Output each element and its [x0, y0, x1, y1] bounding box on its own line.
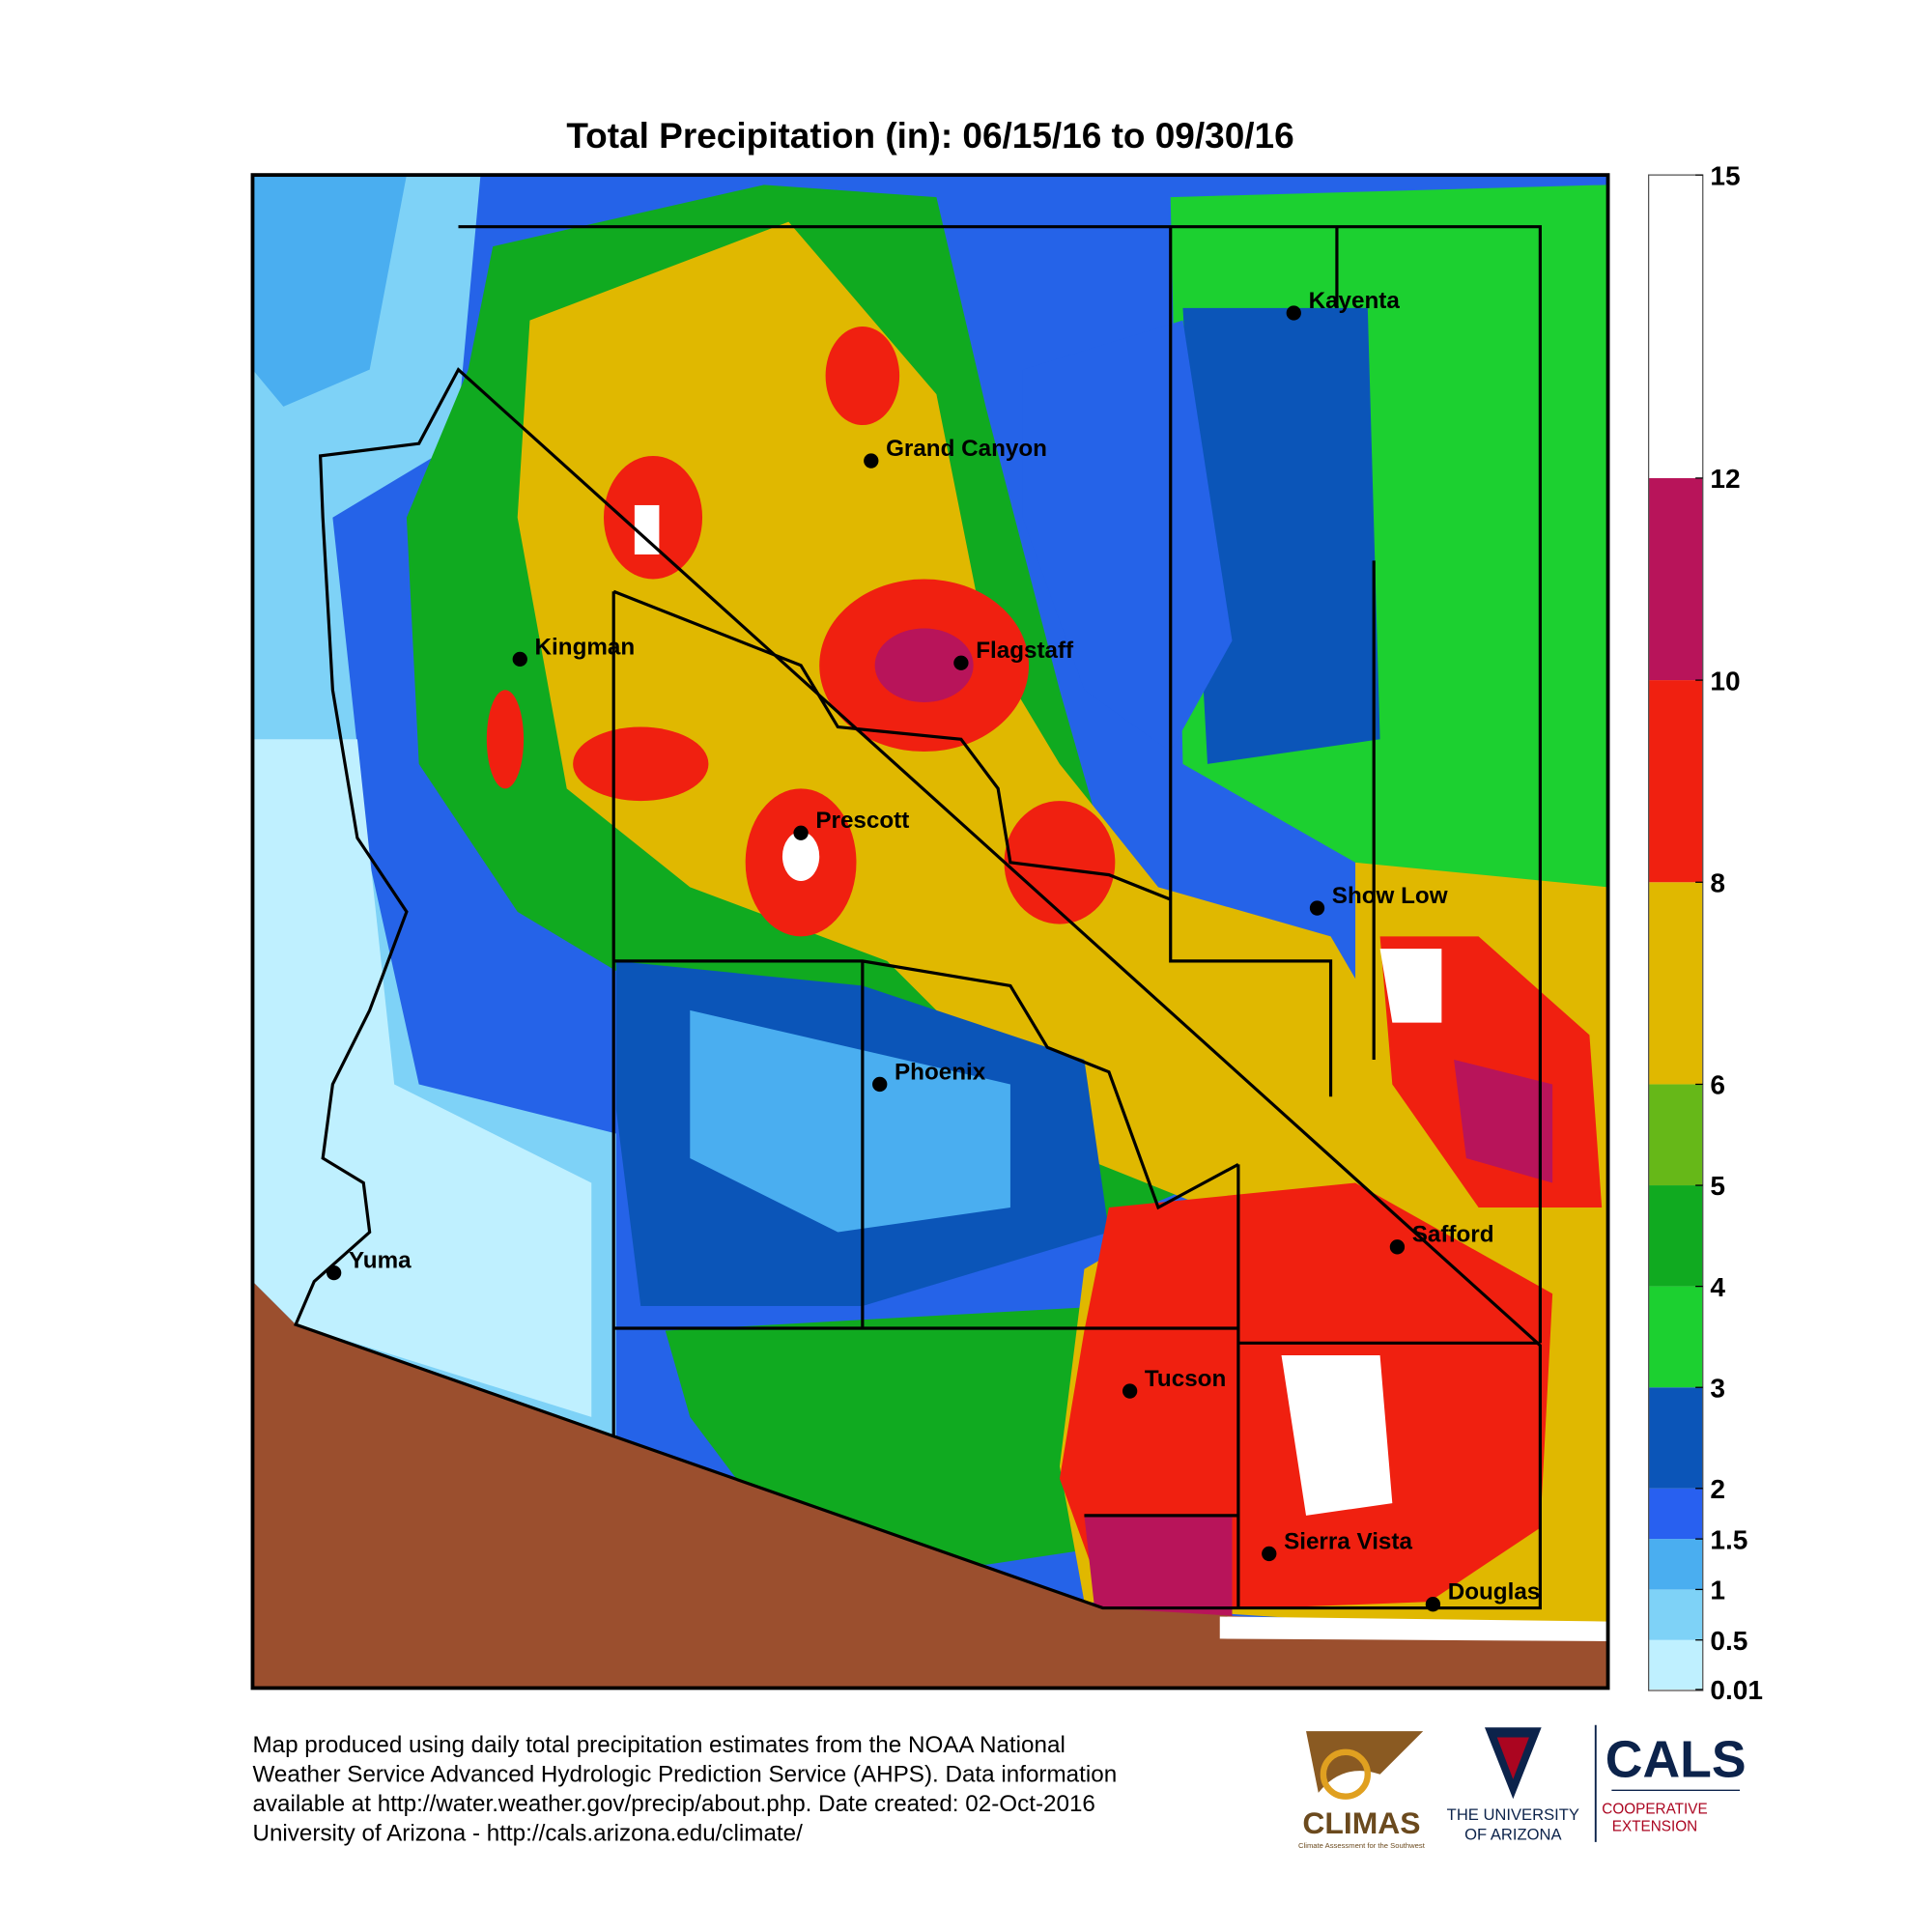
city-dot: [872, 1076, 888, 1093]
city-dot: [953, 655, 969, 670]
climas-name: CLIMAS: [1302, 1805, 1420, 1840]
title: Total Precipitation (in): 06/15/16 to 09…: [566, 116, 1293, 156]
ua-icon: [1496, 1737, 1529, 1779]
legend-tick-label: 2: [1710, 1474, 1725, 1504]
city-label: Kingman: [535, 634, 636, 660]
footer-line: Weather Service Advanced Hydrologic Pred…: [252, 1761, 1117, 1787]
map: [250, 173, 1610, 1690]
city-dot: [793, 825, 809, 840]
legend-swatch: [1648, 1639, 1703, 1690]
city-dot: [1309, 900, 1325, 916]
legend-tick-label: 4: [1710, 1272, 1725, 1302]
legend-swatch: [1648, 1539, 1703, 1590]
cities: Kayenta Grand Canyon Kingman Flagstaff Presc…: [327, 288, 1541, 1612]
legend: 0.01 0.5 1 1.5 2 3 4 5 6 8 10 12 15: [1647, 160, 1763, 1705]
legend-swatch: [1648, 1387, 1703, 1489]
climas-icon: [1320, 1748, 1372, 1800]
ua-name: OF ARIZONA: [1464, 1825, 1562, 1843]
city-label: Tucson: [1145, 1366, 1226, 1392]
legend-frame: [1647, 174, 1704, 1691]
legend-swatch: [1648, 1589, 1703, 1640]
legend-swatch: [1648, 680, 1703, 883]
city-label: Sierra Vista: [1284, 1528, 1412, 1554]
city-dot: [512, 651, 527, 668]
city-label: Show Low: [1332, 883, 1448, 909]
legend-swatch: [1648, 1488, 1703, 1540]
city-dot: [1389, 1239, 1406, 1255]
city-label: Douglas: [1448, 1579, 1541, 1605]
city-dot: [1262, 1546, 1277, 1562]
legend-swatch: [1648, 1084, 1703, 1186]
legend-swatch: [1648, 1286, 1703, 1388]
city-label: Phoenix: [895, 1059, 986, 1085]
legend-swatch: [1648, 175, 1703, 478]
cals-extension: COOPERATIVE: [1602, 1802, 1707, 1818]
footer-line: University of Arizona - http://cals.ariz…: [252, 1821, 803, 1847]
legend-tick-label: 6: [1710, 1070, 1725, 1100]
footer-line: Map produced using daily total precipita…: [252, 1732, 1065, 1758]
cals-extension: EXTENSION: [1612, 1818, 1697, 1834]
city-dot: [1286, 305, 1301, 321]
legend-tick-label: 3: [1710, 1373, 1725, 1403]
legend-tick-label: 15: [1710, 160, 1740, 190]
legend-swatch: [1648, 1185, 1703, 1287]
city-label: Flagstaff: [976, 638, 1074, 664]
city-label: Yuma: [349, 1247, 412, 1273]
city-dot: [864, 453, 879, 469]
ua-name: THE UNIVERSITY: [1447, 1805, 1579, 1824]
legend-tick-label: 10: [1710, 666, 1740, 696]
city-label: Kayenta: [1309, 288, 1401, 314]
legend-tick-label: 1: [1710, 1576, 1725, 1605]
city-dot: [327, 1264, 342, 1281]
legend-tick-label: 0.01: [1710, 1675, 1763, 1705]
city-label: Safford: [1412, 1222, 1494, 1248]
city-label: Grand Canyon: [886, 436, 1047, 462]
legend-tick-label: 8: [1710, 867, 1725, 897]
legend-swatch: [1648, 477, 1703, 681]
city-dot: [1122, 1383, 1138, 1399]
legend-swatch: [1648, 882, 1703, 1085]
footer-line: available at http://water.weather.gov/pr…: [252, 1791, 1094, 1817]
climas-tagline: Climate Assessment for the Southwest: [1298, 1841, 1426, 1850]
legend-tick-label: 12: [1710, 464, 1740, 494]
legend-tick-label: 1.5: [1710, 1524, 1747, 1554]
logos: CLIMAS Climate Assessment for the Southw…: [1298, 1724, 1747, 1850]
legend-tick-label: 0.5: [1710, 1626, 1747, 1656]
city-dot: [1425, 1597, 1441, 1612]
cals-name: CALS: [1605, 1731, 1747, 1788]
footer: Map produced using daily total precipita…: [252, 1732, 1117, 1847]
city-label: Prescott: [815, 808, 909, 834]
legend-tick-label: 5: [1710, 1171, 1725, 1201]
